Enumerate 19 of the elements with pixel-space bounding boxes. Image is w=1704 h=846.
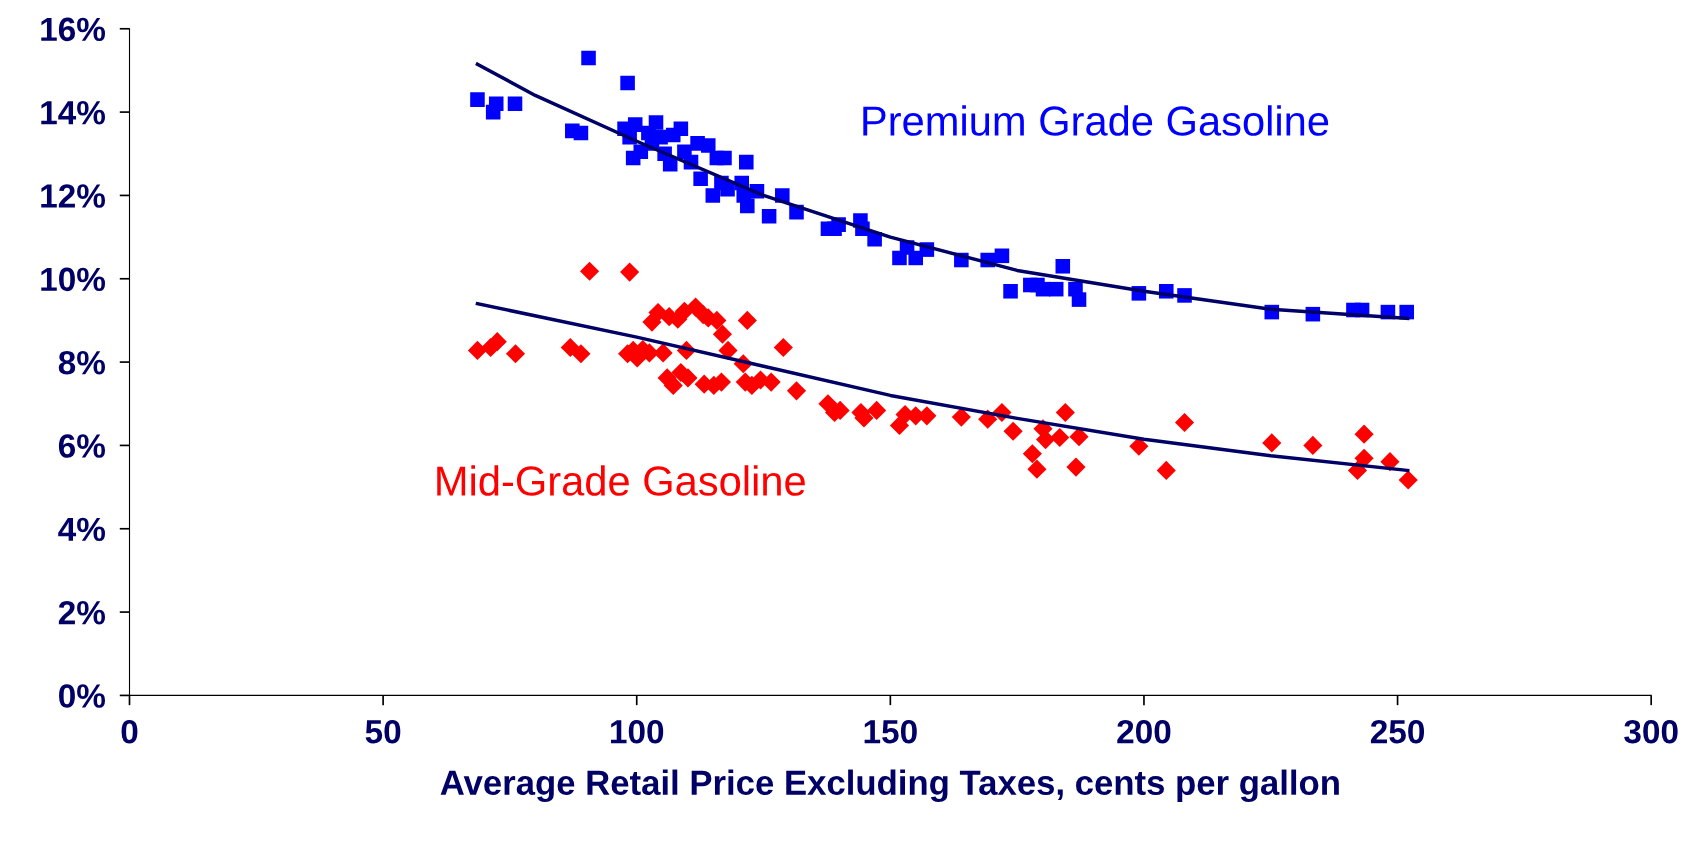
- y-tick-label: 16%: [41, 17, 106, 42]
- x-tick-label: 150: [864, 719, 917, 744]
- y-tick-label: 10%: [41, 267, 106, 292]
- y-tick-label: 2%: [58, 600, 106, 625]
- y-tick-label: 14%: [41, 100, 106, 125]
- y-tick-label: 12%: [41, 184, 106, 208]
- x-tick-label: 50: [365, 719, 401, 744]
- series-label: Premium Grade Gasoline: [863, 105, 1329, 136]
- x-tick-label: 100: [611, 719, 664, 744]
- y-tick-label: 6%: [58, 434, 106, 458]
- x-tick-label: 250: [1370, 719, 1425, 744]
- x-axis-title: Average Retail Price Excluding Taxes, cents per gallon: [440, 769, 1339, 803]
- y-tick-label: 4%: [58, 517, 106, 542]
- x-tick-label: 0: [121, 719, 138, 744]
- series-label: Mid-Grade Gasoline: [437, 465, 805, 496]
- x-tick-label: 200: [1117, 719, 1171, 744]
- y-tick-label: 0%: [59, 684, 106, 708]
- y-tick-label: 8%: [58, 350, 106, 375]
- x-tick-label: 300: [1624, 719, 1678, 744]
